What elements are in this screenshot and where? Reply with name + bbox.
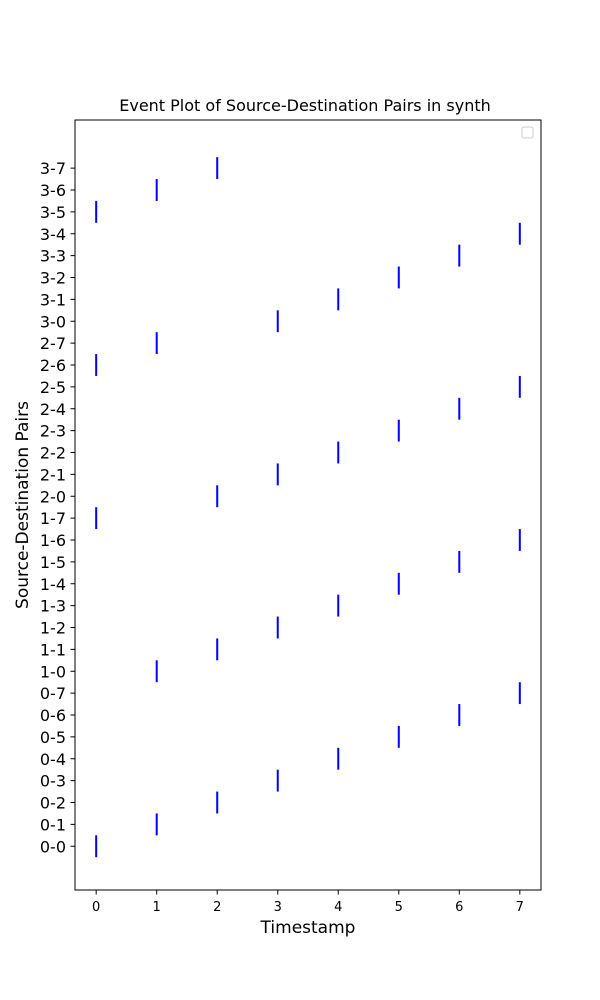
y-tick-label: 2-3 — [40, 422, 66, 441]
x-tick-label: 5 — [395, 900, 403, 915]
x-tick-label: 0 — [92, 900, 100, 915]
y-tick-label: 0-5 — [40, 728, 66, 747]
y-tick-label: 2-5 — [40, 378, 66, 397]
y-axis: 0-0 0-1 0-2 0-3 0-4 0-5 0-6 0-7 1-0 1-1 1-2 1-3 1-4 1… — [40, 159, 75, 856]
y-tick-label: 1-7 — [40, 509, 66, 528]
y-tick-label: 1-1 — [40, 640, 66, 659]
y-tick-label: 0-0 — [40, 837, 66, 856]
y-tick-label: 0-4 — [40, 750, 66, 769]
y-tick-label: 3-4 — [40, 225, 66, 244]
y-tick-label: 1-2 — [40, 619, 66, 638]
y-tick-label: 3-6 — [40, 181, 66, 200]
event-series — [95, 157, 521, 858]
y-tick-label: 3-2 — [40, 269, 66, 288]
y-tick-label: 2-7 — [40, 334, 66, 353]
y-tick-label: 0-3 — [40, 772, 66, 791]
x-tick-label: 2 — [213, 900, 221, 915]
y-tick-label: 0-2 — [40, 794, 66, 813]
x-axis: 0 1 2 3 4 5 6 7 — [92, 890, 524, 915]
y-tick-label: 0-1 — [40, 815, 66, 834]
y-tick-label: 1-5 — [40, 553, 66, 572]
y-axis-title: Source-Destination Pairs — [13, 401, 33, 609]
legend-box — [521, 126, 534, 139]
y-tick-label: 0-6 — [40, 706, 66, 725]
y-tick-label: 3-0 — [40, 312, 66, 331]
y-tick-label: 1-0 — [40, 662, 66, 681]
y-tick-label: 2-2 — [40, 444, 66, 463]
y-tick-label: 1-6 — [40, 531, 66, 550]
y-tick-label: 0-7 — [40, 684, 66, 703]
y-tick-label: 3-3 — [40, 247, 66, 266]
y-tick-label: 1-3 — [40, 597, 66, 616]
y-tick-label: 3-7 — [40, 159, 66, 178]
y-tick-label: 2-6 — [40, 356, 66, 375]
x-tick-label: 4 — [334, 900, 342, 915]
x-tick-label: 3 — [274, 900, 282, 915]
y-tick-label: 3-5 — [40, 203, 66, 222]
x-axis-title: Timestamp — [260, 918, 356, 938]
x-tick-label: 6 — [455, 900, 463, 915]
x-tick-label: 7 — [516, 900, 524, 915]
y-tick-label: 2-0 — [40, 487, 66, 506]
y-tick-label: 2-4 — [40, 400, 66, 419]
chart-title: Event Plot of Source-Destination Pairs i… — [119, 96, 491, 115]
y-tick-label: 2-1 — [40, 465, 66, 484]
x-tick-label: 1 — [153, 900, 161, 915]
y-tick-label: 3-1 — [40, 290, 66, 309]
y-tick-label: 1-4 — [40, 575, 66, 594]
plot-area-frame — [74, 119, 542, 891]
